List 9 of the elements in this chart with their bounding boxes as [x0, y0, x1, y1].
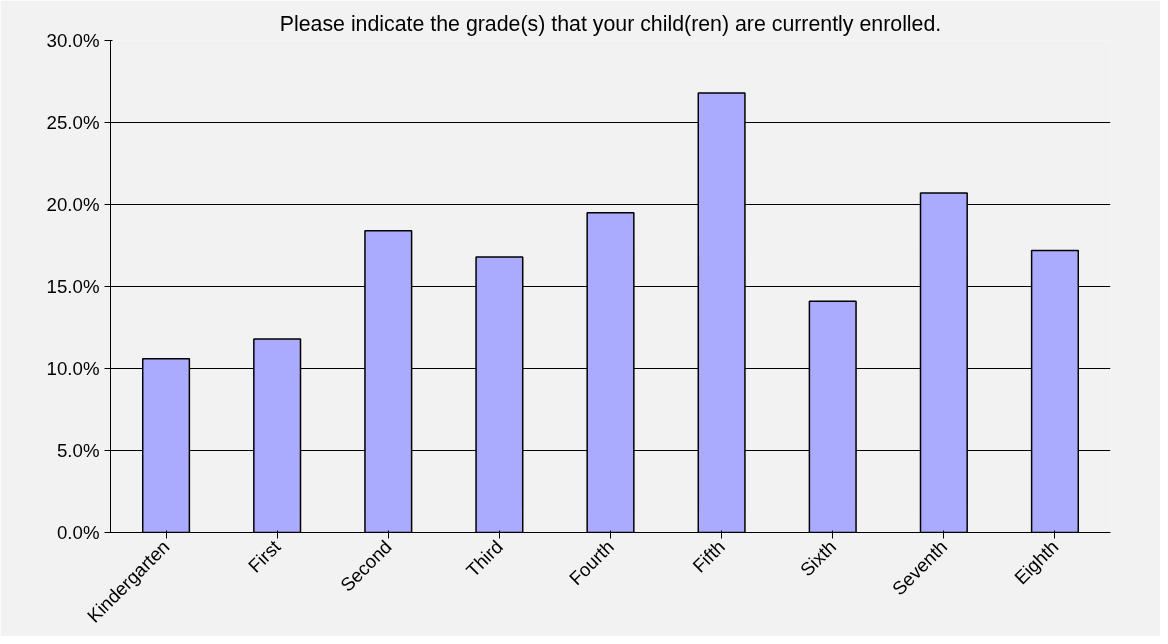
y-tick-label: 0.0% [56, 522, 100, 543]
y-tick-label: 10.0% [46, 358, 100, 379]
y-tick-label: 20.0% [46, 194, 100, 215]
x-tick-label: Fifth [688, 536, 730, 577]
chart-title: Please indicate the grade(s) that your child(ren) are currently enrolled. [279, 11, 942, 36]
y-tick-label: 15.0% [46, 276, 100, 297]
y-tick-label: 5.0% [56, 440, 100, 461]
y-tick-label: 25.0% [46, 112, 100, 133]
y-tick-label: 30.0% [46, 30, 100, 51]
